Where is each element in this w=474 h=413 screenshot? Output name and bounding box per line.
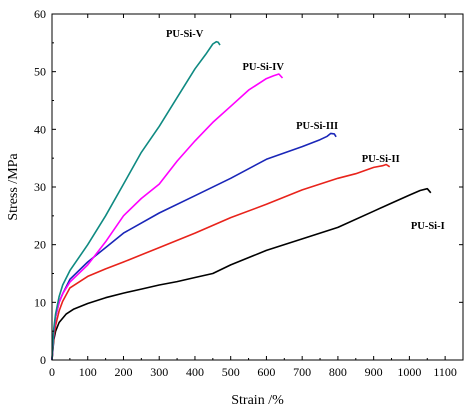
- x-tick-label: 300: [150, 365, 168, 379]
- y-tick-label: 0: [40, 353, 46, 367]
- series-label-pu-si-iii: PU-Si-III: [296, 121, 338, 132]
- x-tick-label: 700: [293, 365, 311, 379]
- x-tick-label: 0: [49, 365, 55, 379]
- x-tick-label: 600: [257, 365, 275, 379]
- series-labels: PU-Si-I PU-Si-II PU-Si-III PU-Si-IV PU-Si-V: [166, 29, 445, 232]
- axis-ticks: [51, 13, 463, 361]
- series-line-pu-si-i: [51, 187, 432, 361]
- y-axis-title: Stress /MPa: [6, 153, 21, 221]
- series-label-pu-si-ii: PU-Si-II: [362, 154, 400, 165]
- axis-tick-labels: 0 100 200 300 400 500 600 700 800 900 1000 1100 0 10 2…: [34, 7, 457, 379]
- series-line-pu-si-v: [51, 40, 221, 361]
- y-tick-label: 10: [34, 295, 46, 309]
- y-tick-label: 50: [34, 65, 46, 79]
- plot-lines: [51, 40, 432, 361]
- x-tick-label: 900: [365, 365, 383, 379]
- x-tick-label: 500: [222, 365, 240, 379]
- y-tick-label: 30: [34, 180, 46, 194]
- series-line-pu-si-ii: [51, 163, 391, 361]
- series-label-pu-si-i: PU-Si-I: [411, 221, 445, 232]
- x-tick-label: 200: [114, 365, 132, 379]
- x-axis-title: Strain /%: [231, 393, 284, 408]
- y-tick-label: 60: [34, 7, 46, 21]
- x-tick-label: 1100: [433, 365, 457, 379]
- y-tick-label: 40: [34, 122, 46, 136]
- series-label-pu-si-v: PU-Si-V: [166, 29, 204, 40]
- y-tick-label: 20: [34, 238, 46, 252]
- series-label-pu-si-iv: PU-Si-IV: [243, 62, 285, 73]
- x-tick-label: 800: [329, 365, 347, 379]
- x-tick-label: 100: [79, 365, 97, 379]
- x-tick-label: 1000: [397, 365, 421, 379]
- series-line-pu-si-iii: [51, 132, 337, 361]
- series-line-pu-si-iv: [51, 73, 284, 361]
- x-tick-label: 400: [186, 365, 204, 379]
